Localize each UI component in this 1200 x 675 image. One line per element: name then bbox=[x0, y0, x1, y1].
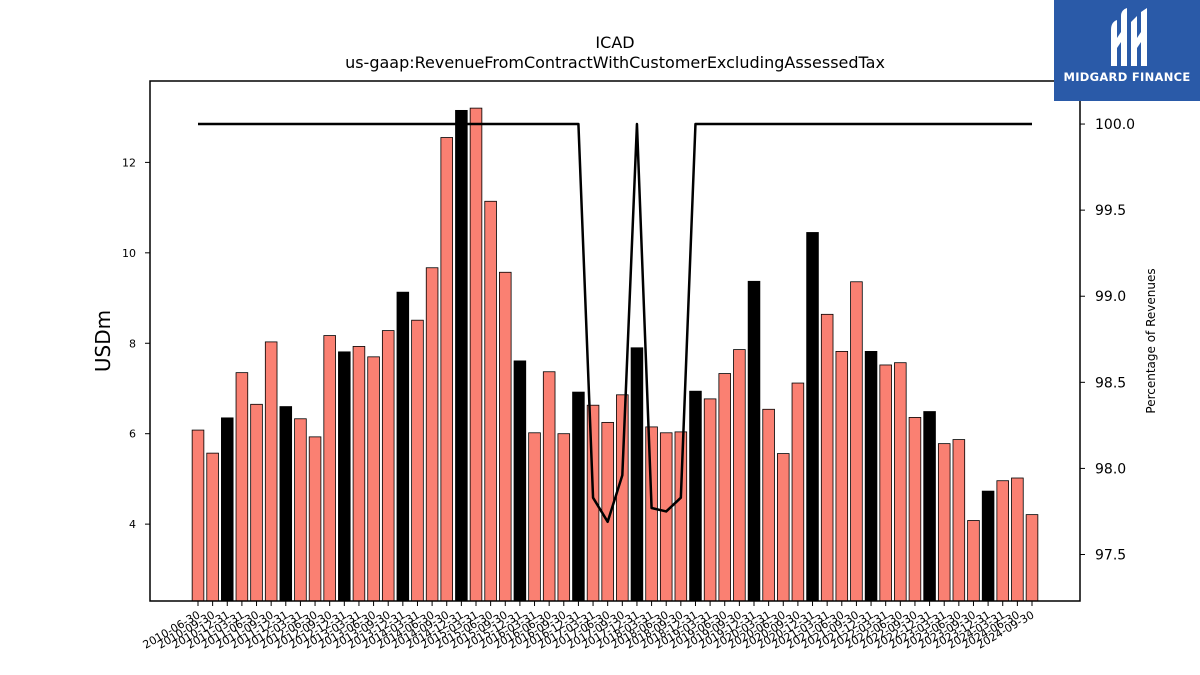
y2-tick-label: 100.0 bbox=[1095, 117, 1135, 133]
bar bbox=[499, 271, 512, 602]
bar bbox=[791, 382, 805, 602]
bar bbox=[557, 433, 571, 602]
y-tick-label: 6 bbox=[129, 428, 136, 441]
bar bbox=[221, 417, 234, 602]
axes: 468101297.598.098.599.099.5100.02010-06-… bbox=[122, 117, 1135, 652]
bar bbox=[1025, 514, 1039, 602]
bar bbox=[630, 347, 644, 602]
bar bbox=[879, 364, 892, 602]
y-axis-label: USDm bbox=[91, 310, 115, 372]
bar bbox=[645, 426, 658, 602]
bar bbox=[323, 335, 336, 602]
bar bbox=[235, 372, 249, 602]
bar bbox=[572, 391, 585, 602]
bar bbox=[894, 362, 907, 602]
y2-tick-label: 99.5 bbox=[1095, 203, 1126, 219]
bar bbox=[659, 432, 673, 602]
bar bbox=[469, 107, 483, 602]
bar bbox=[411, 319, 424, 602]
bar bbox=[352, 346, 366, 602]
percentage-line-layer bbox=[198, 122, 1032, 524]
bar bbox=[996, 480, 1009, 602]
bar bbox=[206, 452, 219, 602]
percentage-line bbox=[198, 122, 1032, 524]
bar bbox=[762, 408, 775, 602]
bar bbox=[864, 350, 878, 602]
bar bbox=[396, 291, 410, 602]
bar bbox=[381, 330, 395, 602]
bar bbox=[703, 398, 717, 602]
bar bbox=[528, 432, 541, 602]
bar bbox=[1011, 477, 1024, 602]
y-tick-label: 10 bbox=[122, 247, 136, 260]
bar bbox=[425, 267, 439, 602]
bar bbox=[908, 417, 922, 602]
bar bbox=[250, 403, 263, 602]
chart-subtitle: us-gaap:RevenueFromContractWithCustomerE… bbox=[345, 53, 885, 72]
bar bbox=[718, 373, 731, 602]
y-tick-label: 4 bbox=[129, 518, 136, 531]
bar bbox=[264, 341, 278, 602]
midgard-finance-logo: MIDGARD FINANCE bbox=[1054, 0, 1200, 101]
bar bbox=[967, 520, 980, 602]
bar bbox=[542, 371, 556, 602]
bar bbox=[513, 360, 527, 602]
bars bbox=[191, 107, 1039, 602]
bar bbox=[820, 313, 834, 602]
bar bbox=[455, 109, 468, 602]
bar bbox=[484, 200, 497, 602]
bar bbox=[923, 411, 936, 602]
y2-tick-label: 98.5 bbox=[1095, 375, 1126, 391]
midgard-logo-icon bbox=[1111, 8, 1147, 66]
bar bbox=[835, 350, 849, 602]
y2-tick-label: 99.0 bbox=[1095, 289, 1126, 305]
y2-tick-label: 98.0 bbox=[1095, 461, 1126, 477]
bar bbox=[279, 406, 293, 602]
bar bbox=[367, 356, 380, 602]
bar bbox=[981, 490, 995, 602]
bar bbox=[338, 351, 351, 602]
logo-text: MIDGARD FINANCE bbox=[1063, 70, 1191, 84]
bar bbox=[806, 232, 819, 602]
y2-axis-label: Percentage of Revenues bbox=[1144, 268, 1158, 413]
bar bbox=[747, 280, 761, 602]
bar bbox=[674, 431, 688, 602]
bar bbox=[850, 281, 863, 602]
bar bbox=[294, 418, 307, 602]
bar bbox=[308, 436, 322, 602]
bar bbox=[937, 443, 951, 602]
y2-tick-label: 97.5 bbox=[1095, 548, 1126, 564]
bar bbox=[689, 390, 702, 602]
chart-title: ICAD bbox=[595, 33, 634, 52]
bar bbox=[616, 394, 629, 602]
y-tick-label: 8 bbox=[129, 337, 136, 350]
plot-frame bbox=[149, 80, 1081, 602]
bar bbox=[777, 453, 790, 602]
bar bbox=[440, 137, 453, 602]
bar bbox=[952, 439, 966, 602]
bar bbox=[733, 349, 746, 602]
bar bbox=[191, 429, 205, 602]
y-tick-label: 12 bbox=[122, 156, 136, 169]
